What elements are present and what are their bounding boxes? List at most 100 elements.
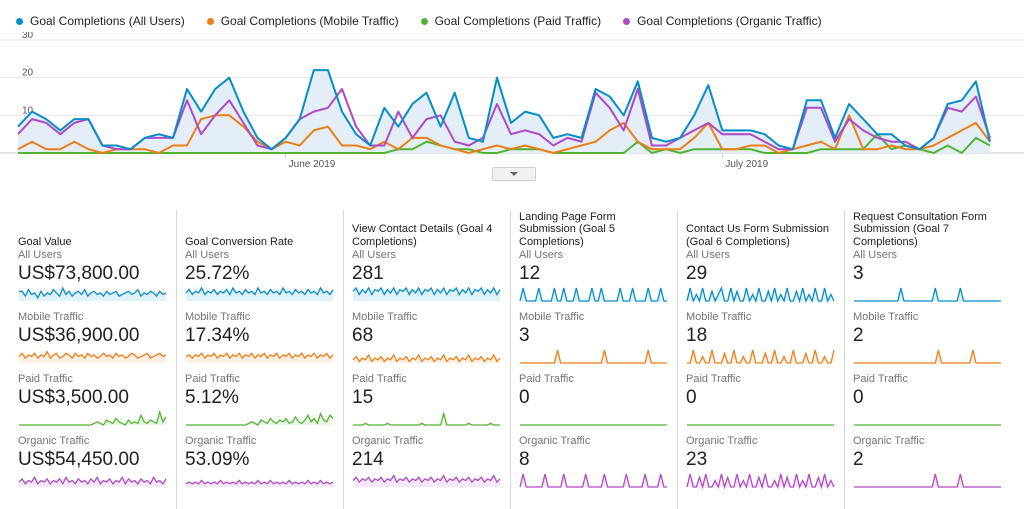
segment-label: All Users [519, 249, 564, 261]
segment-label: Mobile Traffic [686, 311, 752, 323]
series-line-goal-completions-organic-traffic [17, 88, 991, 151]
segment-value: US$3,500.00 [18, 387, 129, 408]
segment-label: Organic Traffic [352, 435, 424, 447]
segment-label: Organic Traffic [686, 435, 758, 447]
legend-dot-icon [16, 17, 23, 25]
chart-canvas[interactable]: 30 20 10 June 2019 July 2019 [0, 32, 1024, 172]
metrics-grid: Goal Value All Users US$73,800.00 Mobile Tr… [10, 210, 1018, 509]
sparkline-area [19, 351, 166, 363]
metric-segment: All Users 12 [519, 248, 677, 310]
metric-column: Contact Us Form Submission (Goal 6 Compl… [678, 210, 845, 509]
segment-value: 0 [853, 387, 864, 408]
sparkline[interactable] [352, 348, 502, 366]
sparkline[interactable] [185, 410, 335, 428]
sparkline[interactable] [853, 472, 1003, 490]
segment-value: 68 [352, 325, 374, 346]
segment-value: US$73,800.00 [18, 263, 140, 284]
sparkline-area [854, 288, 1001, 301]
chart-collapse-toggle[interactable] [492, 167, 536, 181]
segment-label: Mobile Traffic [18, 311, 84, 323]
metric-segment: Mobile Traffic US$36,900.00 [18, 310, 176, 372]
metric-segment: Paid Traffic 0 [519, 372, 677, 434]
sparkline[interactable] [185, 348, 335, 366]
sparkline[interactable] [853, 348, 1003, 366]
sparkline[interactable] [18, 472, 168, 490]
metric-segment: Mobile Traffic 2 [853, 310, 1012, 372]
sparkline[interactable] [686, 348, 836, 366]
sparkline-line [352, 286, 501, 296]
metric-segment: Paid Traffic 0 [853, 372, 1012, 434]
segment-value: 3 [519, 325, 530, 346]
segment-label: Paid Traffic [18, 373, 73, 385]
metric-column: Goal Value All Users US$73,800.00 Mobile Tr… [10, 210, 177, 509]
segment-value: 15 [352, 387, 374, 408]
sparkline-line [185, 286, 334, 296]
legend-dot-icon [206, 17, 214, 25]
sparkline[interactable] [519, 410, 669, 428]
sparkline-area [186, 480, 333, 487]
legend-item-mobile-traffic[interactable]: Goal Completions (Mobile Traffic) [206, 14, 399, 28]
segment-value: 0 [519, 387, 530, 408]
sparkline-line [854, 287, 1001, 302]
y-tick-label: 10 [22, 105, 34, 116]
metric-segment: Organic Traffic 53.09% [185, 434, 343, 496]
sparkline[interactable] [853, 286, 1003, 304]
series-line-goal-completions-paid-traffic [18, 133, 991, 154]
sparkline[interactable] [686, 410, 836, 428]
sparkline-line [18, 475, 167, 486]
legend-dot-icon [420, 17, 428, 25]
metric-segment: Mobile Traffic 68 [352, 310, 510, 372]
metric-segment: All Users 29 [686, 248, 844, 310]
sparkline[interactable] [519, 348, 669, 366]
sparkline[interactable] [686, 286, 836, 304]
sparkline-line [352, 474, 501, 484]
sparkline-area [19, 288, 166, 301]
sparkline[interactable] [352, 286, 502, 304]
metric-title: View Contact Details (Goal 4 Completions… [352, 223, 493, 248]
legend-dot-icon [623, 17, 631, 25]
legend-item-paid-traffic[interactable]: Goal Completions (Paid Traffic) [420, 14, 601, 28]
metric-segment: Mobile Traffic 17.34% [185, 310, 343, 372]
legend-item-all-users[interactable]: Goal Completions (All Users) [16, 14, 185, 28]
sparkline-line [519, 287, 667, 302]
legend-item-organic-traffic[interactable]: Goal Completions (Organic Traffic) [623, 14, 822, 28]
segment-value: 3 [853, 263, 864, 284]
sparkline-line [19, 410, 167, 426]
sparkline[interactable] [185, 286, 335, 304]
segment-label: All Users [686, 249, 731, 261]
x-tick-label: July 2019 [725, 159, 768, 170]
metric-segment: All Users 3 [853, 248, 1012, 310]
sparkline[interactable] [18, 286, 168, 304]
sparkline[interactable] [519, 472, 669, 490]
segment-label: Organic Traffic [18, 435, 90, 447]
sparkline-line [352, 353, 501, 363]
sparkline[interactable] [18, 410, 168, 428]
segment-value: 214 [352, 449, 384, 470]
segment-label: Organic Traffic [185, 435, 257, 447]
segment-label: Mobile Traffic [352, 311, 418, 323]
segment-value: 281 [352, 263, 384, 284]
metric-segment: All Users 281 [352, 248, 510, 310]
sparkline-line [520, 349, 667, 364]
sparkline[interactable] [18, 348, 168, 366]
x-tick-label: June 2019 [289, 159, 336, 170]
sparkline[interactable] [185, 472, 335, 490]
sparkline-area [19, 412, 166, 425]
metric-column: View Contact Details (Goal 4 Completions… [344, 210, 511, 509]
segment-value: US$36,900.00 [18, 325, 140, 346]
segment-label: Paid Traffic [352, 373, 407, 385]
segment-label: Paid Traffic [686, 373, 741, 385]
sparkline-area [186, 413, 333, 425]
sparkline[interactable] [519, 286, 669, 304]
sparkline[interactable] [352, 472, 502, 490]
goal-completions-chart[interactable]: 30 20 10 June 2019 July 2019 [0, 32, 1024, 172]
sparkline-line [18, 350, 167, 360]
sparkline[interactable] [686, 472, 836, 490]
sparkline[interactable] [853, 410, 1003, 428]
metric-segment: Mobile Traffic 18 [686, 310, 844, 372]
sparkline[interactable] [352, 410, 502, 428]
legend-label: Goal Completions (Mobile Traffic) [220, 14, 399, 28]
sparkline-line [519, 473, 667, 488]
segment-value: 23 [686, 449, 708, 470]
segment-value: 0 [686, 387, 697, 408]
